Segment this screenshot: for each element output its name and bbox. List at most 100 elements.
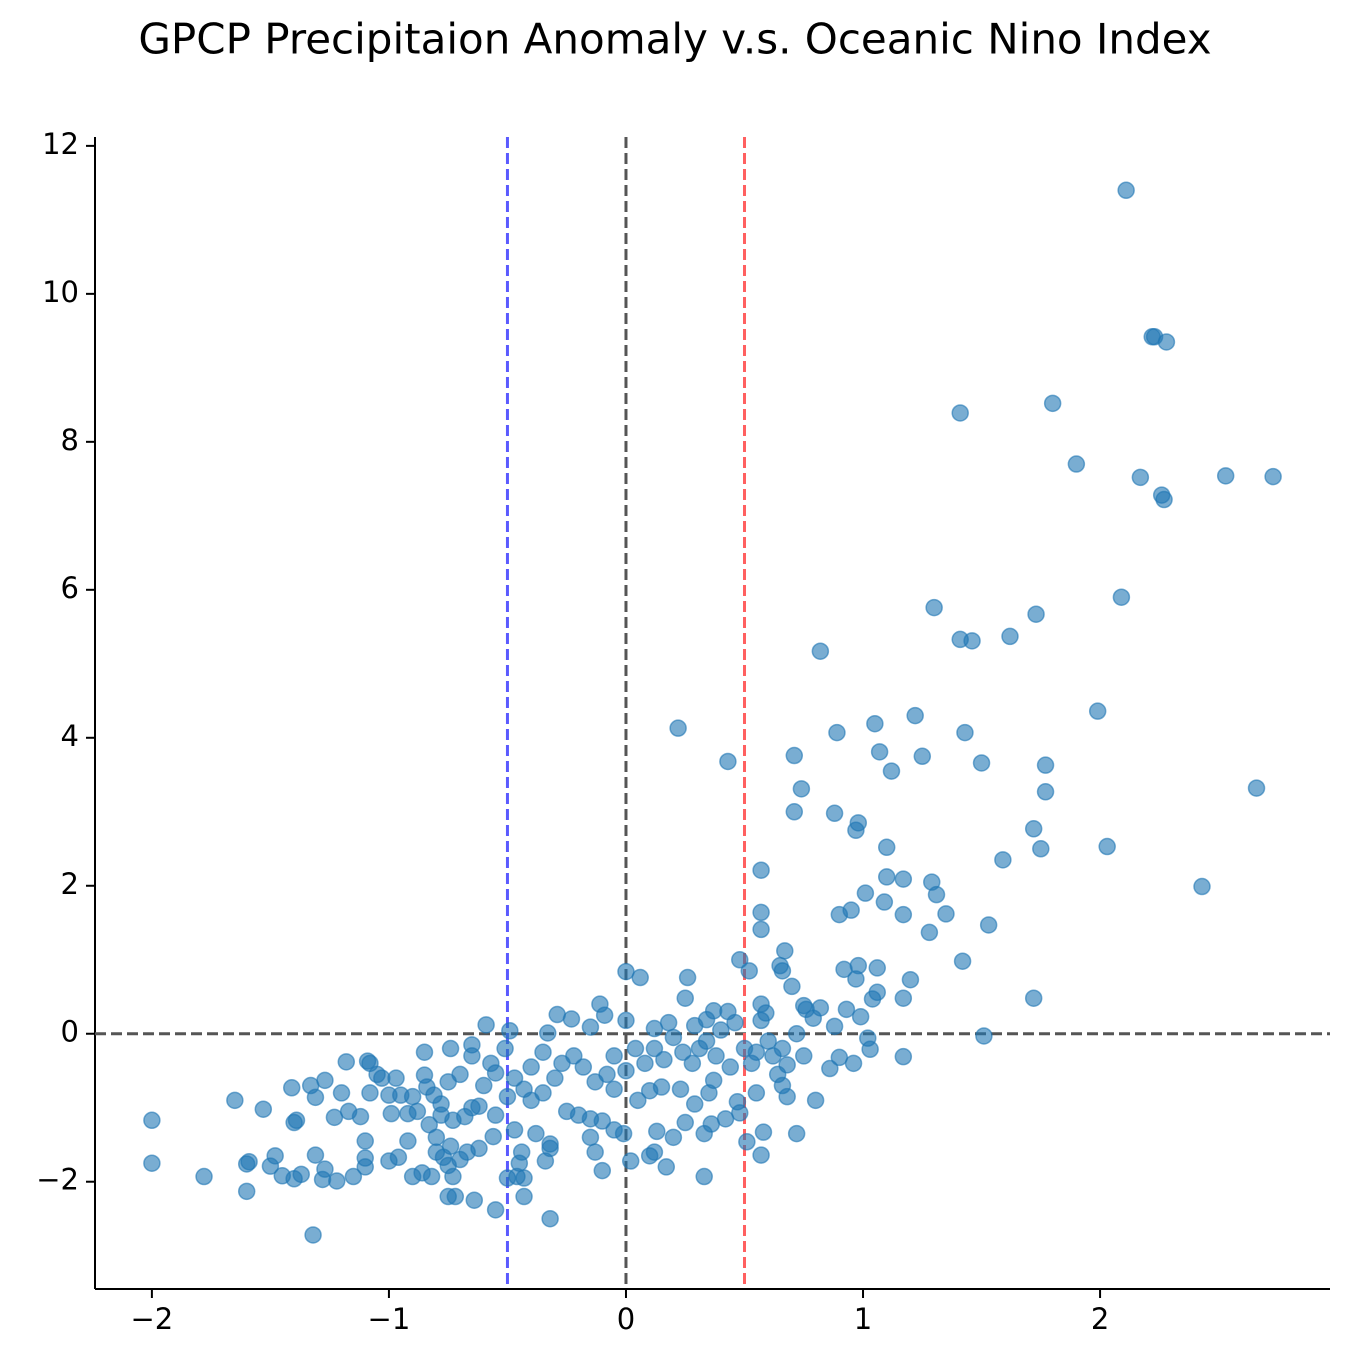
point bbox=[795, 1047, 813, 1065]
point bbox=[1036, 756, 1055, 774]
point bbox=[877, 838, 896, 857]
point bbox=[866, 714, 884, 733]
point bbox=[475, 1076, 493, 1095]
point bbox=[975, 1027, 993, 1045]
y-tick-label: 8 bbox=[61, 423, 79, 457]
point bbox=[875, 893, 894, 911]
point bbox=[861, 1040, 879, 1059]
point bbox=[842, 901, 860, 919]
point bbox=[685, 1095, 704, 1113]
point bbox=[617, 1011, 635, 1030]
point bbox=[486, 1106, 505, 1124]
point bbox=[847, 821, 865, 840]
point bbox=[877, 868, 896, 886]
point bbox=[356, 1132, 374, 1150]
point bbox=[1117, 181, 1135, 200]
point bbox=[768, 1065, 787, 1084]
point bbox=[847, 970, 865, 988]
point bbox=[669, 719, 687, 737]
y-tick-label: 10 bbox=[42, 275, 79, 309]
point bbox=[591, 995, 609, 1013]
point bbox=[328, 1172, 346, 1190]
point bbox=[719, 752, 737, 771]
x-tick-label: 2 bbox=[1091, 1302, 1109, 1336]
point bbox=[1043, 394, 1062, 413]
point bbox=[605, 1080, 623, 1098]
point bbox=[617, 1061, 635, 1080]
point bbox=[676, 1113, 694, 1132]
point bbox=[1024, 989, 1043, 1007]
x-tick-label: −2 bbox=[131, 1302, 174, 1336]
point bbox=[586, 1073, 604, 1091]
y-tick-label: 2 bbox=[61, 867, 79, 901]
point bbox=[674, 1043, 692, 1061]
point bbox=[1157, 333, 1176, 351]
point bbox=[645, 1019, 664, 1038]
point bbox=[399, 1104, 417, 1123]
point bbox=[837, 1000, 856, 1019]
point bbox=[484, 1127, 502, 1146]
point bbox=[515, 1187, 533, 1206]
point bbox=[1001, 627, 1019, 646]
y-tick-label: −2 bbox=[36, 1163, 79, 1197]
point bbox=[477, 1016, 495, 1034]
point bbox=[240, 1152, 258, 1171]
point bbox=[373, 1069, 391, 1087]
point bbox=[894, 905, 913, 924]
point bbox=[870, 743, 889, 761]
point bbox=[586, 1143, 604, 1161]
point bbox=[785, 803, 804, 821]
point bbox=[735, 1039, 754, 1058]
point bbox=[356, 1149, 374, 1167]
point bbox=[541, 1209, 559, 1228]
point bbox=[548, 1005, 566, 1024]
point bbox=[1027, 605, 1045, 623]
point bbox=[254, 1100, 273, 1118]
point bbox=[496, 1039, 514, 1058]
y-tick-label: 4 bbox=[61, 719, 79, 753]
point bbox=[685, 1016, 704, 1035]
point bbox=[306, 1088, 325, 1107]
point bbox=[636, 1054, 654, 1073]
point bbox=[951, 404, 969, 422]
point bbox=[470, 1139, 488, 1158]
point bbox=[1067, 455, 1086, 473]
point bbox=[738, 1133, 756, 1151]
point bbox=[825, 804, 844, 823]
point bbox=[541, 1135, 559, 1153]
point bbox=[593, 1161, 612, 1180]
point bbox=[863, 990, 882, 1008]
point bbox=[629, 1091, 647, 1110]
point bbox=[1032, 840, 1050, 858]
point bbox=[731, 951, 749, 969]
point bbox=[963, 632, 981, 650]
point bbox=[486, 1201, 505, 1219]
point bbox=[626, 1039, 645, 1058]
point bbox=[337, 1053, 356, 1071]
chart-title: GPCP Precipitaion Anomaly v.s. Oceanic N… bbox=[138, 15, 1211, 64]
point bbox=[851, 1007, 870, 1026]
point bbox=[695, 1167, 713, 1186]
point bbox=[1247, 779, 1266, 797]
point bbox=[821, 1059, 839, 1078]
point bbox=[1088, 702, 1107, 720]
point bbox=[282, 1079, 301, 1097]
point bbox=[785, 746, 804, 765]
point bbox=[143, 1111, 161, 1130]
point bbox=[792, 780, 811, 798]
point bbox=[306, 1146, 325, 1164]
point bbox=[325, 1108, 344, 1127]
point bbox=[856, 884, 875, 902]
point bbox=[678, 968, 697, 987]
point bbox=[617, 962, 635, 981]
point bbox=[427, 1128, 446, 1147]
point bbox=[285, 1113, 303, 1132]
y-tick-label: 6 bbox=[61, 571, 79, 605]
point bbox=[498, 1087, 517, 1106]
point bbox=[716, 1110, 735, 1128]
point bbox=[441, 1039, 460, 1058]
y-tick-label: 12 bbox=[42, 127, 79, 161]
point bbox=[505, 1121, 524, 1139]
point bbox=[747, 1084, 766, 1102]
